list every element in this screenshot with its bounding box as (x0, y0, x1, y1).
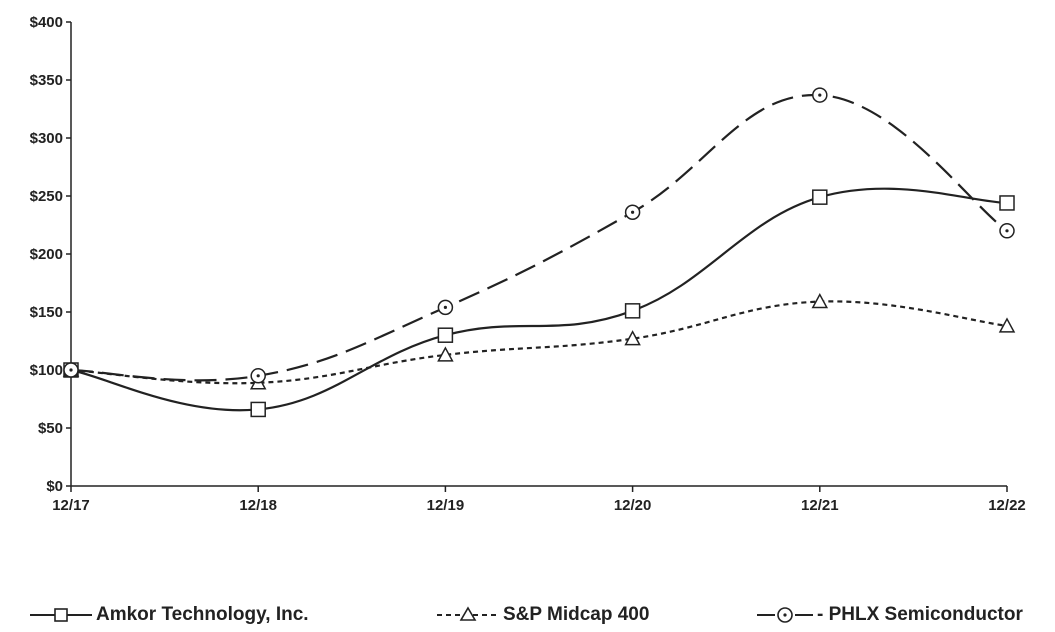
data-point-circle-center (443, 305, 447, 309)
data-point-circle-center (818, 93, 822, 97)
data-point-triangle (998, 317, 1016, 333)
y-tick-label: $50 (38, 420, 63, 437)
line-chart: $0 $50 $100 $150 $200 $250 $300 $350 $400 12/17 12… (30, 14, 1026, 514)
square-marker-icon (30, 608, 92, 622)
data-point-circle-center (631, 210, 635, 214)
x-tick-label: 12/17 (52, 497, 90, 514)
x-tick-label: 12/20 (614, 497, 652, 514)
y-tick-label: $350 (30, 72, 63, 89)
legend-item-sp-midcap: S&P Midcap 400 (437, 600, 649, 630)
y-tick-label: $100 (30, 362, 63, 379)
legend-label-amkor: Amkor Technology, Inc. (96, 604, 309, 625)
series-line-triangle (70, 300, 1008, 385)
chart-legend: Amkor Technology, Inc. S&P Midcap 400 - … (0, 600, 1055, 630)
y-tick-label: $150 (30, 304, 63, 321)
y-tick-label: $400 (30, 14, 63, 31)
x-tick-label: 12/19 (427, 497, 465, 514)
x-tick-label: 12/22 (988, 497, 1026, 514)
chart-tick-labels: $0 $50 $100 $150 $200 $250 $300 $350 $400 12/17 12… (30, 14, 1026, 514)
chart-lines (70, 93, 1008, 412)
y-tick-label: $250 (30, 188, 63, 205)
chart-markers (62, 87, 1016, 418)
data-point-circle-center (69, 368, 73, 372)
data-point-square (999, 195, 1015, 211)
data-point-square (250, 401, 266, 418)
data-point-square (437, 327, 454, 343)
series-line-circle (70, 93, 1008, 382)
data-point-circle-center (256, 374, 260, 378)
chart-axes (66, 21, 1008, 492)
triangle-marker-icon (437, 606, 499, 621)
legend-label-sp-midcap: S&P Midcap 400 (503, 604, 650, 625)
data-point-triangle (624, 330, 641, 346)
legend-item-amkor: Amkor Technology, Inc. (30, 600, 309, 630)
data-point-circle-center (1005, 229, 1009, 233)
data-point-triangle (437, 346, 454, 362)
data-point-square (812, 189, 828, 205)
data-point-square (624, 303, 641, 319)
legend-label-phlx: - PHLX Semiconductor (817, 604, 1023, 625)
y-tick-label: $0 (46, 478, 63, 495)
x-tick-label: 12/18 (239, 497, 277, 514)
y-tick-label: $300 (30, 130, 63, 147)
series-line-square (70, 187, 1008, 412)
y-tick-label: $200 (30, 246, 63, 263)
x-tick-label: 12/21 (801, 497, 839, 514)
circle-marker-icon (757, 607, 813, 623)
legend-item-phlx: - PHLX Semiconductor (757, 600, 1023, 630)
data-point-triangle (811, 292, 829, 309)
